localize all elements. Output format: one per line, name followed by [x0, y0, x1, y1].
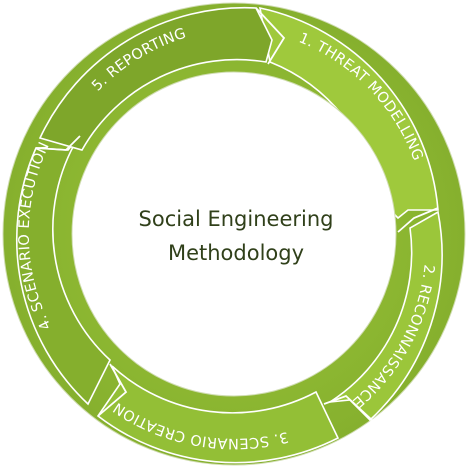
arrow-chevrons [35, 7, 439, 421]
center-disc [71, 71, 397, 397]
segment-threat-modelling [258, 6, 439, 220]
chevron-icon [97, 363, 128, 417]
chevron-icon [323, 394, 373, 421]
segment-reporting [38, 6, 273, 151]
segment-scenario-execution [15, 137, 111, 406]
chevron-icon [35, 135, 81, 151]
ring-segments [15, 6, 443, 464]
center-title-line-1: Social Engineering [139, 207, 334, 231]
chevron-icon [397, 207, 439, 233]
chevron-icon [255, 7, 286, 65]
segment-reconnaissance [329, 210, 443, 422]
segment-scenario-creation [96, 365, 340, 464]
center-title-line-2: Methodology [168, 241, 304, 265]
